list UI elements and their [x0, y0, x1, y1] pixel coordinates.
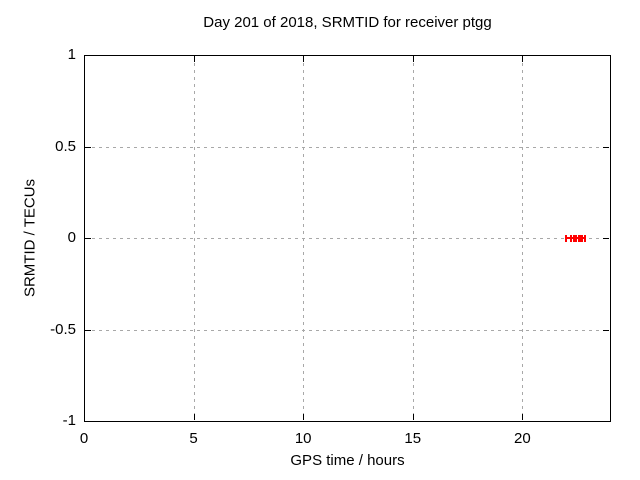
y-axis-tick-mirror: [603, 329, 609, 331]
x-axis-tick: [303, 414, 305, 420]
data-point: [581, 235, 584, 242]
x-axis-tick: [193, 414, 195, 420]
h-gridline: [85, 238, 609, 239]
x-tick-label: 5: [189, 430, 198, 447]
x-axis-label: GPS time / hours: [290, 452, 405, 469]
y-tick-label: -1: [62, 412, 76, 429]
x-tick-label: 10: [294, 430, 312, 447]
y-axis-tick: [85, 55, 91, 56]
x-axis-tick: [412, 414, 414, 420]
data-point: [569, 235, 572, 242]
y-tick-label: 0.5: [55, 137, 76, 155]
chart-title: Day 201 of 2018, SRMTID for receiver ptg…: [203, 14, 492, 31]
y-tick-label: -0.5: [50, 320, 76, 338]
y-axis-tick-mirror: [603, 421, 609, 422]
x-tick-label: 0: [79, 430, 89, 447]
y-axis-tick-mirror: [603, 146, 609, 148]
data-point: [577, 235, 580, 242]
x-axis-tick-mirror: [303, 56, 305, 62]
h-gridline: [85, 329, 609, 331]
x-axis-tick: [84, 414, 85, 420]
x-tick-label: 20: [513, 430, 531, 447]
x-tick-label: 15: [404, 430, 422, 447]
x-axis-tick-mirror: [522, 56, 524, 62]
y-tick-label: 1: [67, 46, 76, 63]
y-axis-tick-mirror: [603, 238, 609, 239]
y-axis-tick: [85, 421, 91, 422]
y-axis-tick: [85, 238, 91, 239]
y-tick-label: 0: [67, 229, 76, 246]
h-gridline: [85, 146, 609, 148]
x-axis-tick-mirror: [193, 56, 195, 62]
error-bar-cap: [564, 235, 567, 242]
y-axis-tick-mirror: [603, 55, 609, 56]
y-axis-tick: [85, 329, 91, 331]
x-axis-tick-mirror: [84, 56, 85, 62]
x-axis-tick: [522, 414, 524, 420]
y-axis-tick: [85, 146, 91, 148]
x-axis-tick-mirror: [412, 56, 414, 62]
